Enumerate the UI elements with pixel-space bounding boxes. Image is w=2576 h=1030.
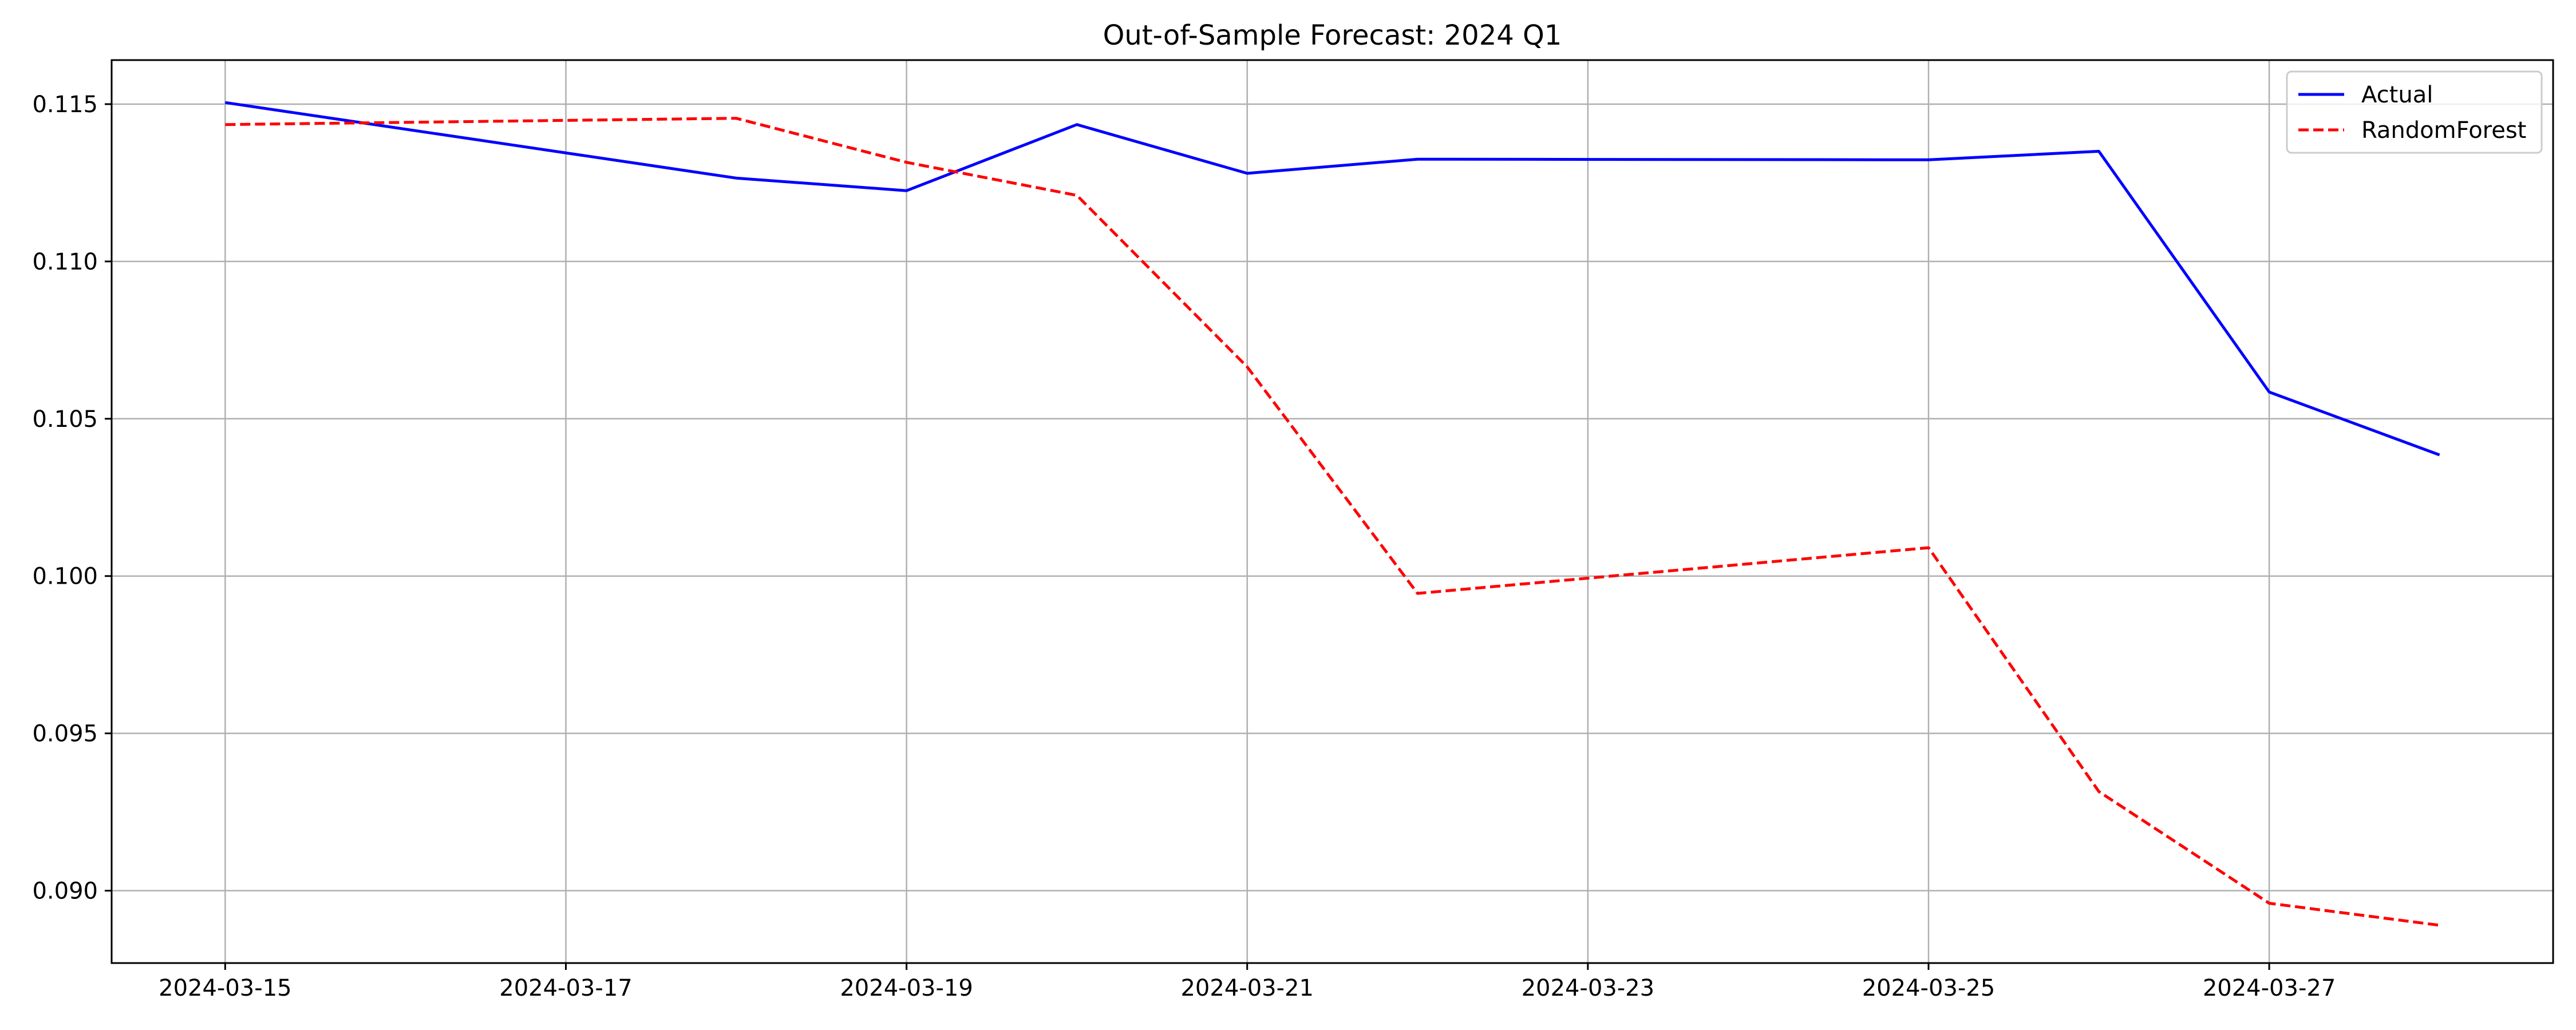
series [225, 101, 2440, 927]
x-tick-label: 2024-03-27 [2203, 975, 2336, 1001]
x-tick-label: 2024-03-25 [1862, 975, 1995, 1001]
legend-label-actual: Actual [2361, 82, 2433, 108]
legend: Actual RandomForest [2286, 70, 2543, 154]
x-tick-label: 2024-03-15 [159, 975, 291, 1001]
axes: 2024-03-15 2024-03-17 2024-03-19 2024-03-21… [32, 59, 2554, 1001]
y-tick-label: 0.095 [32, 721, 98, 747]
series-line-actual [225, 101, 2440, 457]
chart-title: Out-of-Sample Forecast: 2024 Q1 [1103, 19, 1562, 52]
grid [112, 60, 2553, 963]
plot-frame [110, 59, 2554, 964]
y-tick-label: 0.100 [32, 564, 98, 590]
series-line-randomforest [225, 117, 2440, 927]
x-tick-label: 2024-03-23 [1522, 975, 1654, 1001]
y-tick-label: 0.110 [32, 249, 98, 275]
y-tick-label: 0.105 [32, 406, 98, 433]
x-tick-label: 2024-03-19 [840, 975, 973, 1001]
y-tick-label: 0.115 [32, 92, 98, 118]
x-tick-label: 2024-03-17 [499, 975, 632, 1001]
x-tick-label: 2024-03-21 [1180, 975, 1313, 1001]
legend-label-randomforest: RandomForest [2361, 117, 2526, 144]
y-tick-label: 0.090 [32, 878, 98, 905]
legend-box [2286, 70, 2543, 154]
